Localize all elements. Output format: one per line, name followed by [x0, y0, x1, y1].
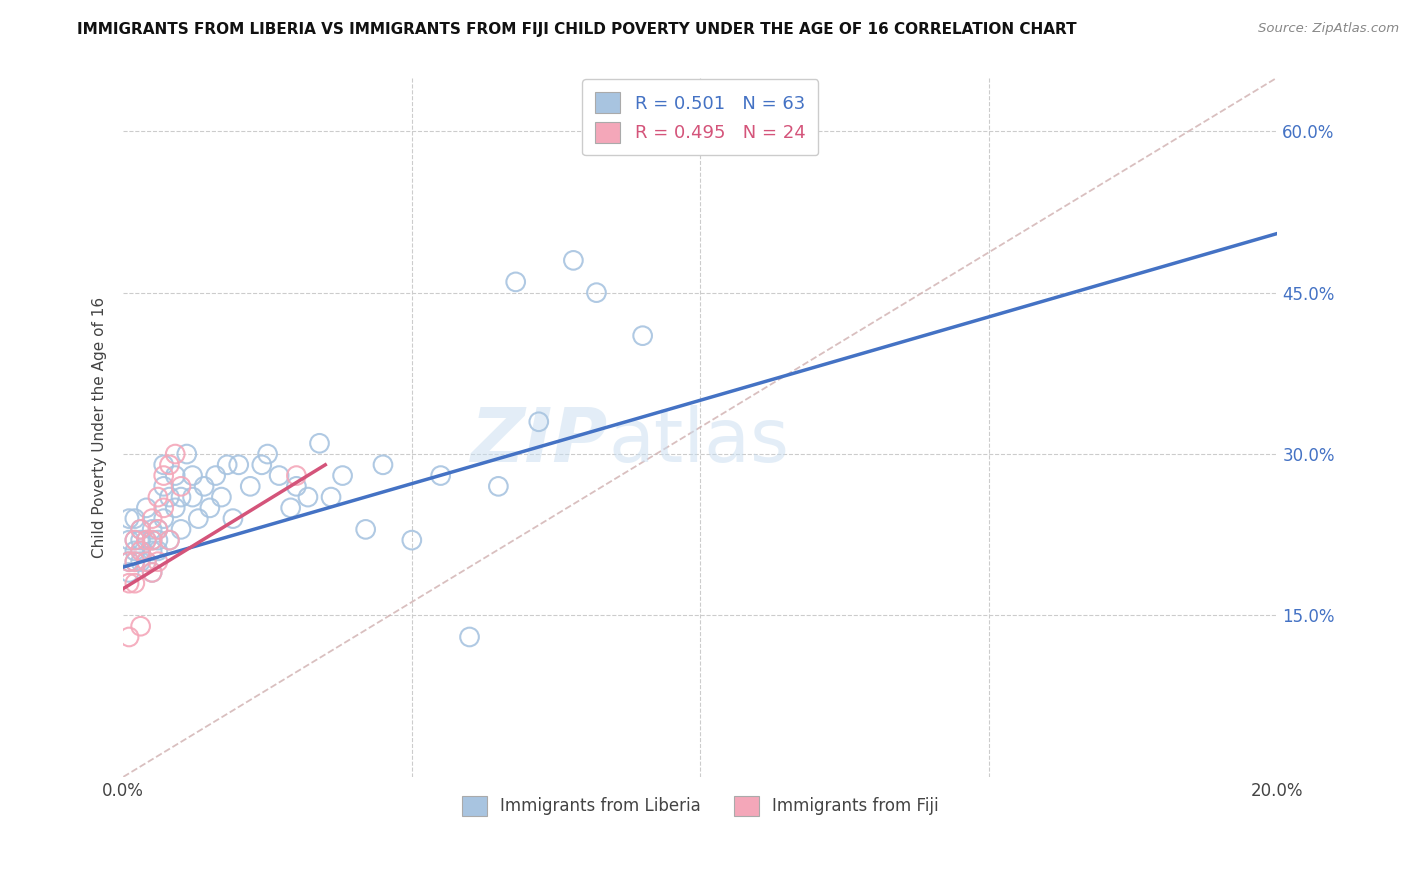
Point: [354, 522, 377, 536]
Point: [141, 544, 163, 558]
Point: [141, 533, 163, 548]
Text: IMMIGRANTS FROM LIBERIA VS IMMIGRANTS FROM FIJI CHILD POVERTY UNDER THE AGE OF 1: IMMIGRANTS FROM LIBERIA VS IMMIGRANTS FR…: [77, 22, 1077, 37]
Point: [285, 468, 308, 483]
Point: [146, 533, 169, 548]
Point: [458, 630, 481, 644]
Point: [129, 555, 152, 569]
Point: [159, 533, 181, 548]
Point: [308, 436, 330, 450]
Y-axis label: Child Poverty Under the Age of 16: Child Poverty Under the Age of 16: [93, 297, 107, 558]
Point: [159, 490, 181, 504]
Point: [118, 566, 141, 580]
Text: ZIP: ZIP: [471, 405, 607, 477]
Point: [152, 500, 174, 515]
Point: [170, 522, 193, 536]
Point: [141, 566, 163, 580]
Point: [165, 468, 187, 483]
Point: [562, 253, 585, 268]
Point: [141, 511, 163, 525]
Text: atlas: atlas: [607, 405, 789, 477]
Point: [269, 468, 291, 483]
Point: [124, 555, 146, 569]
Point: [170, 479, 193, 493]
Point: [159, 533, 181, 548]
Point: [165, 447, 187, 461]
Point: [135, 500, 157, 515]
Point: [250, 458, 273, 472]
Point: [129, 619, 152, 633]
Point: [585, 285, 607, 300]
Point: [486, 479, 509, 493]
Point: [135, 533, 157, 548]
Text: Source: ZipAtlas.com: Source: ZipAtlas.com: [1258, 22, 1399, 36]
Point: [124, 544, 146, 558]
Point: [217, 458, 239, 472]
Point: [129, 544, 152, 558]
Point: [631, 328, 654, 343]
Point: [141, 522, 163, 536]
Point: [187, 511, 209, 525]
Point: [285, 479, 308, 493]
Point: [141, 533, 163, 548]
Point: [239, 479, 262, 493]
Point: [129, 522, 152, 536]
Point: [152, 479, 174, 493]
Point: [198, 500, 221, 515]
Point: [204, 468, 226, 483]
Point: [176, 447, 198, 461]
Point: [429, 468, 451, 483]
Point: [297, 490, 319, 504]
Point: [228, 458, 250, 472]
Point: [152, 458, 174, 472]
Point: [152, 468, 174, 483]
Point: [505, 275, 527, 289]
Point: [146, 490, 169, 504]
Legend: Immigrants from Liberia, Immigrants from Fiji: Immigrants from Liberia, Immigrants from…: [453, 788, 948, 824]
Point: [371, 458, 394, 472]
Point: [118, 630, 141, 644]
Point: [280, 500, 302, 515]
Point: [165, 500, 187, 515]
Point: [319, 490, 342, 504]
Point: [209, 490, 232, 504]
Point: [135, 555, 157, 569]
Point: [159, 458, 181, 472]
Point: [129, 522, 152, 536]
Point: [401, 533, 423, 548]
Point: [124, 533, 146, 548]
Point: [193, 479, 215, 493]
Point: [118, 576, 141, 591]
Point: [118, 533, 141, 548]
Point: [129, 533, 152, 548]
Point: [135, 555, 157, 569]
Point: [118, 511, 141, 525]
Point: [146, 544, 169, 558]
Point: [181, 468, 204, 483]
Point: [141, 566, 163, 580]
Point: [181, 490, 204, 504]
Point: [129, 544, 152, 558]
Point: [124, 511, 146, 525]
Point: [124, 555, 146, 569]
Point: [146, 522, 169, 536]
Point: [124, 576, 146, 591]
Point: [256, 447, 278, 461]
Point: [152, 511, 174, 525]
Point: [146, 555, 169, 569]
Point: [170, 490, 193, 504]
Point: [118, 555, 141, 569]
Point: [527, 415, 550, 429]
Point: [135, 533, 157, 548]
Point: [222, 511, 245, 525]
Point: [332, 468, 354, 483]
Point: [146, 522, 169, 536]
Point: [124, 533, 146, 548]
Point: [118, 555, 141, 569]
